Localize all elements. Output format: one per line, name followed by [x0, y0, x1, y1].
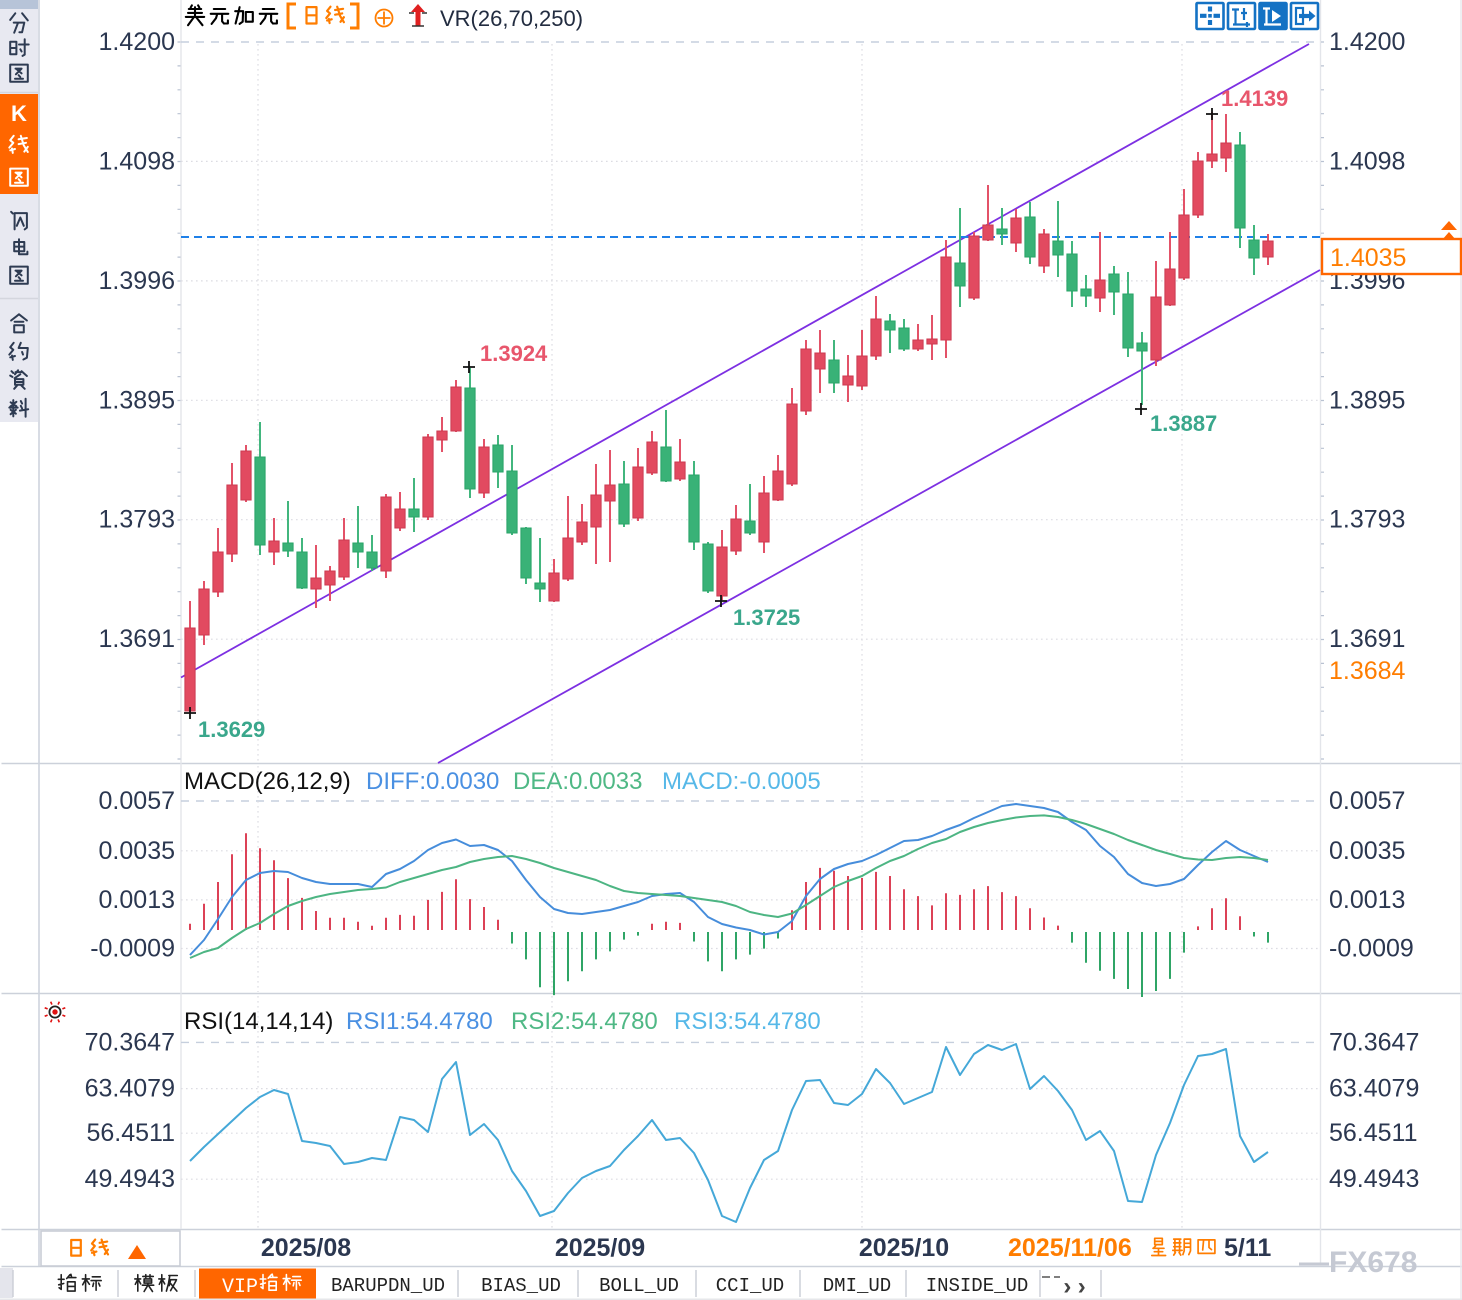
svg-text:1.4098: 1.4098 [1329, 147, 1405, 175]
svg-text:1.4035: 1.4035 [1330, 244, 1406, 272]
svg-text:70.3647: 70.3647 [1329, 1028, 1419, 1056]
svg-text:49.4943: 49.4943 [1329, 1165, 1419, 1193]
svg-text:49.4943: 49.4943 [85, 1165, 175, 1193]
svg-text:VR(26,70,250): VR(26,70,250) [440, 6, 583, 31]
svg-text:DMI_UD: DMI_UD [823, 1275, 891, 1297]
svg-text:56.4511: 56.4511 [86, 1119, 175, 1147]
svg-text:2025/08: 2025/08 [261, 1234, 351, 1262]
svg-text:BARUPDN_UD: BARUPDN_UD [331, 1275, 445, 1297]
svg-text:1.3887: 1.3887 [1150, 411, 1217, 436]
svg-text:CCI_UD: CCI_UD [716, 1275, 784, 1297]
svg-text:1.3629: 1.3629 [198, 717, 265, 742]
svg-text:1.4139: 1.4139 [1221, 86, 1288, 111]
svg-text:-0.0009: -0.0009 [90, 935, 175, 963]
svg-text:0.0057: 0.0057 [99, 787, 175, 815]
svg-text:2025/11/06: 2025/11/06 [1008, 1234, 1132, 1262]
svg-text:1.3793: 1.3793 [1329, 506, 1405, 534]
svg-text:1.4200: 1.4200 [1329, 28, 1405, 56]
svg-text:1.4098: 1.4098 [99, 147, 175, 175]
svg-text:RSI2:54.4780: RSI2:54.4780 [511, 1008, 658, 1035]
svg-text:DEA:0.0033: DEA:0.0033 [513, 768, 642, 795]
svg-text:2025/09: 2025/09 [555, 1234, 645, 1262]
svg-text:0.0035: 0.0035 [99, 837, 175, 865]
svg-text:1.3691: 1.3691 [1329, 625, 1405, 653]
svg-text:MACD:-0.0005: MACD:-0.0005 [662, 768, 821, 795]
svg-text:RSI1:54.4780: RSI1:54.4780 [346, 1008, 493, 1035]
svg-text:0.0035: 0.0035 [1329, 837, 1405, 865]
svg-text:››: ›› [1060, 1275, 1089, 1300]
svg-text:0.0057: 0.0057 [1329, 787, 1405, 815]
svg-text:BOLL_UD: BOLL_UD [599, 1275, 679, 1297]
svg-text:0.0013: 0.0013 [99, 886, 175, 914]
svg-text:0.0013: 0.0013 [1329, 886, 1405, 914]
svg-text:2025/10: 2025/10 [859, 1234, 949, 1262]
svg-text:BIAS_UD: BIAS_UD [481, 1275, 561, 1297]
svg-text:1.3725: 1.3725 [733, 605, 800, 630]
svg-text:63.4079: 63.4079 [1329, 1075, 1419, 1103]
svg-text:1.4200: 1.4200 [99, 28, 175, 56]
svg-text:DIFF:0.0030: DIFF:0.0030 [366, 768, 499, 795]
svg-text:K: K [11, 101, 27, 126]
svg-text:56.4511: 56.4511 [1329, 1119, 1418, 1147]
svg-text:63.4079: 63.4079 [85, 1075, 175, 1103]
svg-text:1.3895: 1.3895 [99, 386, 175, 414]
svg-text:INSIDE_UD: INSIDE_UD [926, 1275, 1029, 1297]
svg-text:RSI3:54.4780: RSI3:54.4780 [674, 1008, 821, 1035]
svg-text:1.3924: 1.3924 [480, 341, 548, 366]
svg-text:-0.0009: -0.0009 [1329, 935, 1414, 963]
svg-text:1.3684: 1.3684 [1329, 657, 1406, 685]
svg-text:VIP: VIP [222, 1276, 258, 1299]
svg-text:MACD(26,12,9): MACD(26,12,9) [184, 768, 351, 795]
svg-text:—FX678: —FX678 [1299, 1246, 1417, 1279]
svg-text:1.3895: 1.3895 [1329, 386, 1405, 414]
svg-text:1.3793: 1.3793 [99, 506, 175, 534]
svg-text:1.3996: 1.3996 [99, 267, 175, 295]
svg-text:1.3691: 1.3691 [99, 625, 175, 653]
svg-text:5/11: 5/11 [1224, 1234, 1271, 1262]
svg-text:RSI(14,14,14): RSI(14,14,14) [184, 1008, 333, 1035]
svg-text:70.3647: 70.3647 [85, 1028, 175, 1056]
